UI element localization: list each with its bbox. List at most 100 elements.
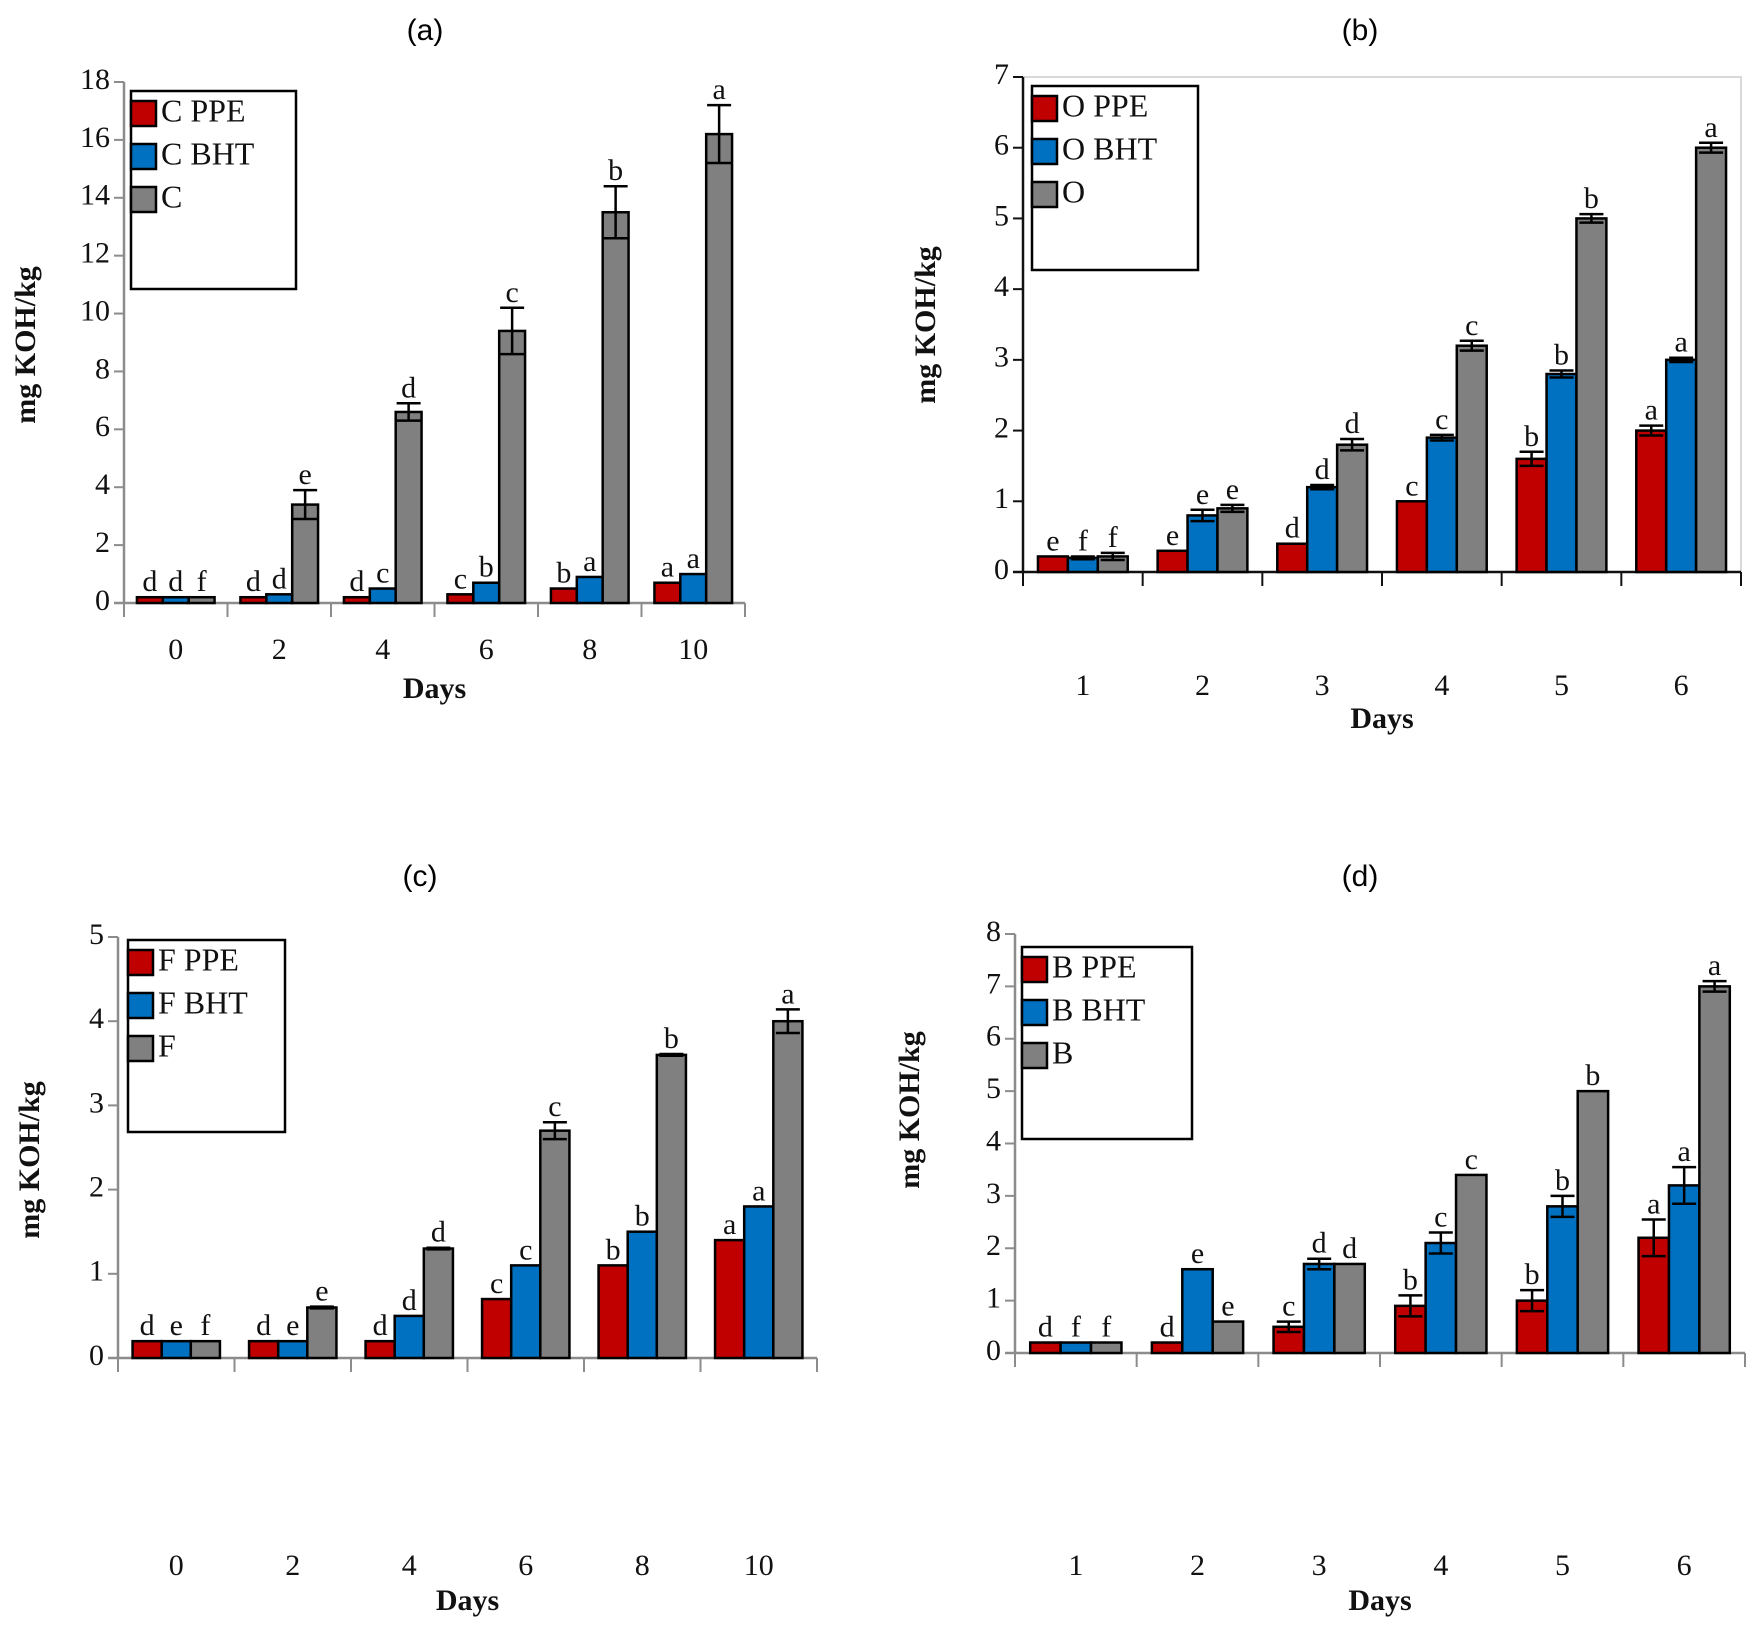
- significance-label: f: [1101, 1311, 1111, 1344]
- significance-label: e: [1226, 473, 1239, 506]
- legend-swatch: [126, 948, 155, 977]
- legend-label: C: [161, 178, 182, 214]
- bar: [1576, 1089, 1610, 1355]
- significance-label: a: [1704, 111, 1717, 144]
- y-tick-label: 0: [994, 553, 1009, 586]
- significance-label: d: [246, 565, 261, 598]
- bar: [131, 1339, 163, 1360]
- bar: [1181, 1267, 1214, 1355]
- bar: [772, 1019, 804, 1360]
- x-tick-label: 4: [402, 1549, 417, 1582]
- x-tick-label: 5: [1554, 669, 1569, 702]
- bar: [1216, 507, 1249, 574]
- significance-label: c: [505, 276, 518, 309]
- legend-label: F BHT: [158, 984, 248, 1020]
- bar: [1186, 514, 1219, 574]
- significance-label: d: [1038, 1311, 1053, 1344]
- bar: [655, 1053, 688, 1360]
- y-tick-label: 4: [89, 1002, 104, 1035]
- significance-label: a: [1645, 394, 1658, 427]
- significance-label: a: [1675, 326, 1688, 359]
- significance-label: a: [723, 1208, 736, 1241]
- x-tick-label: 0: [169, 1549, 184, 1582]
- legend-swatch: [1030, 137, 1059, 166]
- bar: [713, 1238, 746, 1360]
- significance-label: f: [197, 565, 207, 598]
- y-tick-label: 18: [80, 63, 110, 96]
- bar: [276, 1339, 309, 1360]
- significance-label: c: [548, 1090, 561, 1123]
- significance-label: d: [1345, 407, 1360, 440]
- x-tick-label: 1: [1068, 1549, 1083, 1582]
- significance-label: d: [1315, 453, 1330, 486]
- x-tick-label: 2: [1190, 1549, 1205, 1582]
- bar: [549, 587, 579, 605]
- bar: [265, 593, 294, 605]
- bar: [1333, 1262, 1367, 1355]
- y-tick-label: 0: [986, 1334, 1001, 1367]
- bar: [1454, 1173, 1488, 1355]
- bar: [1545, 372, 1578, 574]
- x-tick-label: 10: [678, 633, 708, 666]
- y-tick-label: 2: [994, 411, 1009, 444]
- legend-label: O BHT: [1062, 130, 1158, 166]
- significance-label: d: [1342, 1232, 1357, 1265]
- significance-label: a: [1708, 949, 1721, 982]
- bar: [497, 329, 527, 605]
- panel-title: (b): [1342, 14, 1379, 47]
- significance-label: f: [1078, 524, 1088, 557]
- bar: [290, 503, 320, 605]
- bar: [1211, 1320, 1245, 1355]
- x-axis-title: Days: [1350, 702, 1413, 735]
- bar: [1425, 436, 1459, 574]
- significance-label: b: [1403, 1263, 1418, 1296]
- y-tick-label: 10: [80, 294, 110, 327]
- significance-label: b: [608, 154, 623, 187]
- bar: [393, 1314, 426, 1360]
- y-tick-label: 4: [986, 1124, 1001, 1157]
- legend-label: B PPE: [1052, 948, 1136, 984]
- bar: [1150, 1341, 1184, 1355]
- significance-label: d: [431, 1216, 446, 1249]
- y-tick-label: 6: [994, 129, 1009, 162]
- significance-label: b: [1585, 1059, 1600, 1092]
- legend-label: F: [158, 1027, 176, 1063]
- significance-label: e: [1196, 478, 1209, 511]
- significance-label: e: [286, 1309, 299, 1342]
- significance-label: f: [1071, 1311, 1081, 1344]
- panel-title: (d): [1342, 860, 1379, 893]
- y-tick-label: 4: [95, 468, 110, 501]
- significance-label: d: [1285, 512, 1300, 545]
- significance-label: d: [402, 1284, 417, 1317]
- significance-label: c: [454, 562, 467, 595]
- legend-box: [1030, 84, 1200, 272]
- legend-swatch: [1030, 94, 1059, 123]
- bar: [601, 211, 630, 605]
- y-tick-label: 8: [95, 352, 110, 385]
- significance-label: d: [1160, 1311, 1175, 1344]
- legend-swatch: [1020, 955, 1049, 984]
- y-tick-label: 0: [95, 584, 110, 617]
- y-tick-label: 3: [994, 341, 1009, 374]
- significance-label: d: [373, 1309, 388, 1342]
- significance-label: a: [712, 73, 725, 106]
- significance-label: f: [200, 1309, 210, 1342]
- significance-label: b: [479, 551, 494, 584]
- significance-label: c: [490, 1267, 503, 1300]
- significance-label: c: [519, 1233, 532, 1266]
- significance-label: a: [583, 545, 596, 578]
- legend-swatch: [129, 142, 158, 171]
- bar: [742, 1205, 775, 1360]
- legend-swatch: [129, 185, 158, 214]
- significance-label: e: [1046, 524, 1059, 557]
- x-tick-label: 6: [479, 633, 494, 666]
- significance-label: a: [781, 977, 794, 1010]
- y-tick-label: 3: [89, 1086, 104, 1119]
- x-tick-label: 0: [168, 633, 183, 666]
- bar: [1059, 1341, 1093, 1355]
- panel-title: (c): [403, 860, 438, 893]
- significance-label: d: [168, 565, 183, 598]
- significance-label: c: [1434, 1201, 1447, 1234]
- y-tick-label: 7: [994, 58, 1009, 91]
